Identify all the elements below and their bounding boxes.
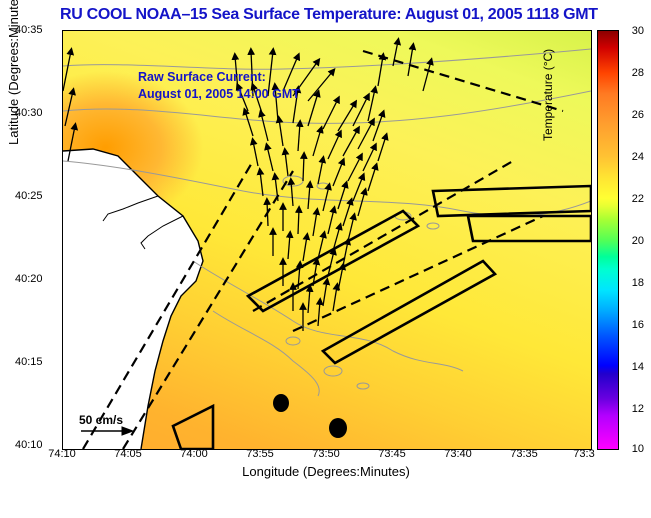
current-annotation-label: Raw Surface Current: August 01, 2005 14:…	[138, 69, 300, 103]
temperature-colorbar[interactable]: 30 28 26 24 22 20 18 16 14 12 10 Tempera…	[597, 30, 619, 450]
page-title: RU COOL NOAA–15 Sea Surface Temperature:…	[60, 6, 598, 24]
x-axis-title: Longitude (Degrees:Minutes)	[62, 464, 590, 479]
y-axis-title: Latitude (Degrees:Minutes)	[6, 0, 21, 145]
scale-arrow-label: 50 cm/s	[79, 413, 123, 427]
x-axis-ticks: 74:10 74:05 74:00 73:55 73:50 73:45 73:4…	[62, 448, 590, 464]
sst-map-plot[interactable]: Raw Surface Current: August 01, 2005 14:…	[62, 30, 592, 450]
colorbar-title: Temperature (°C)	[541, 49, 555, 141]
